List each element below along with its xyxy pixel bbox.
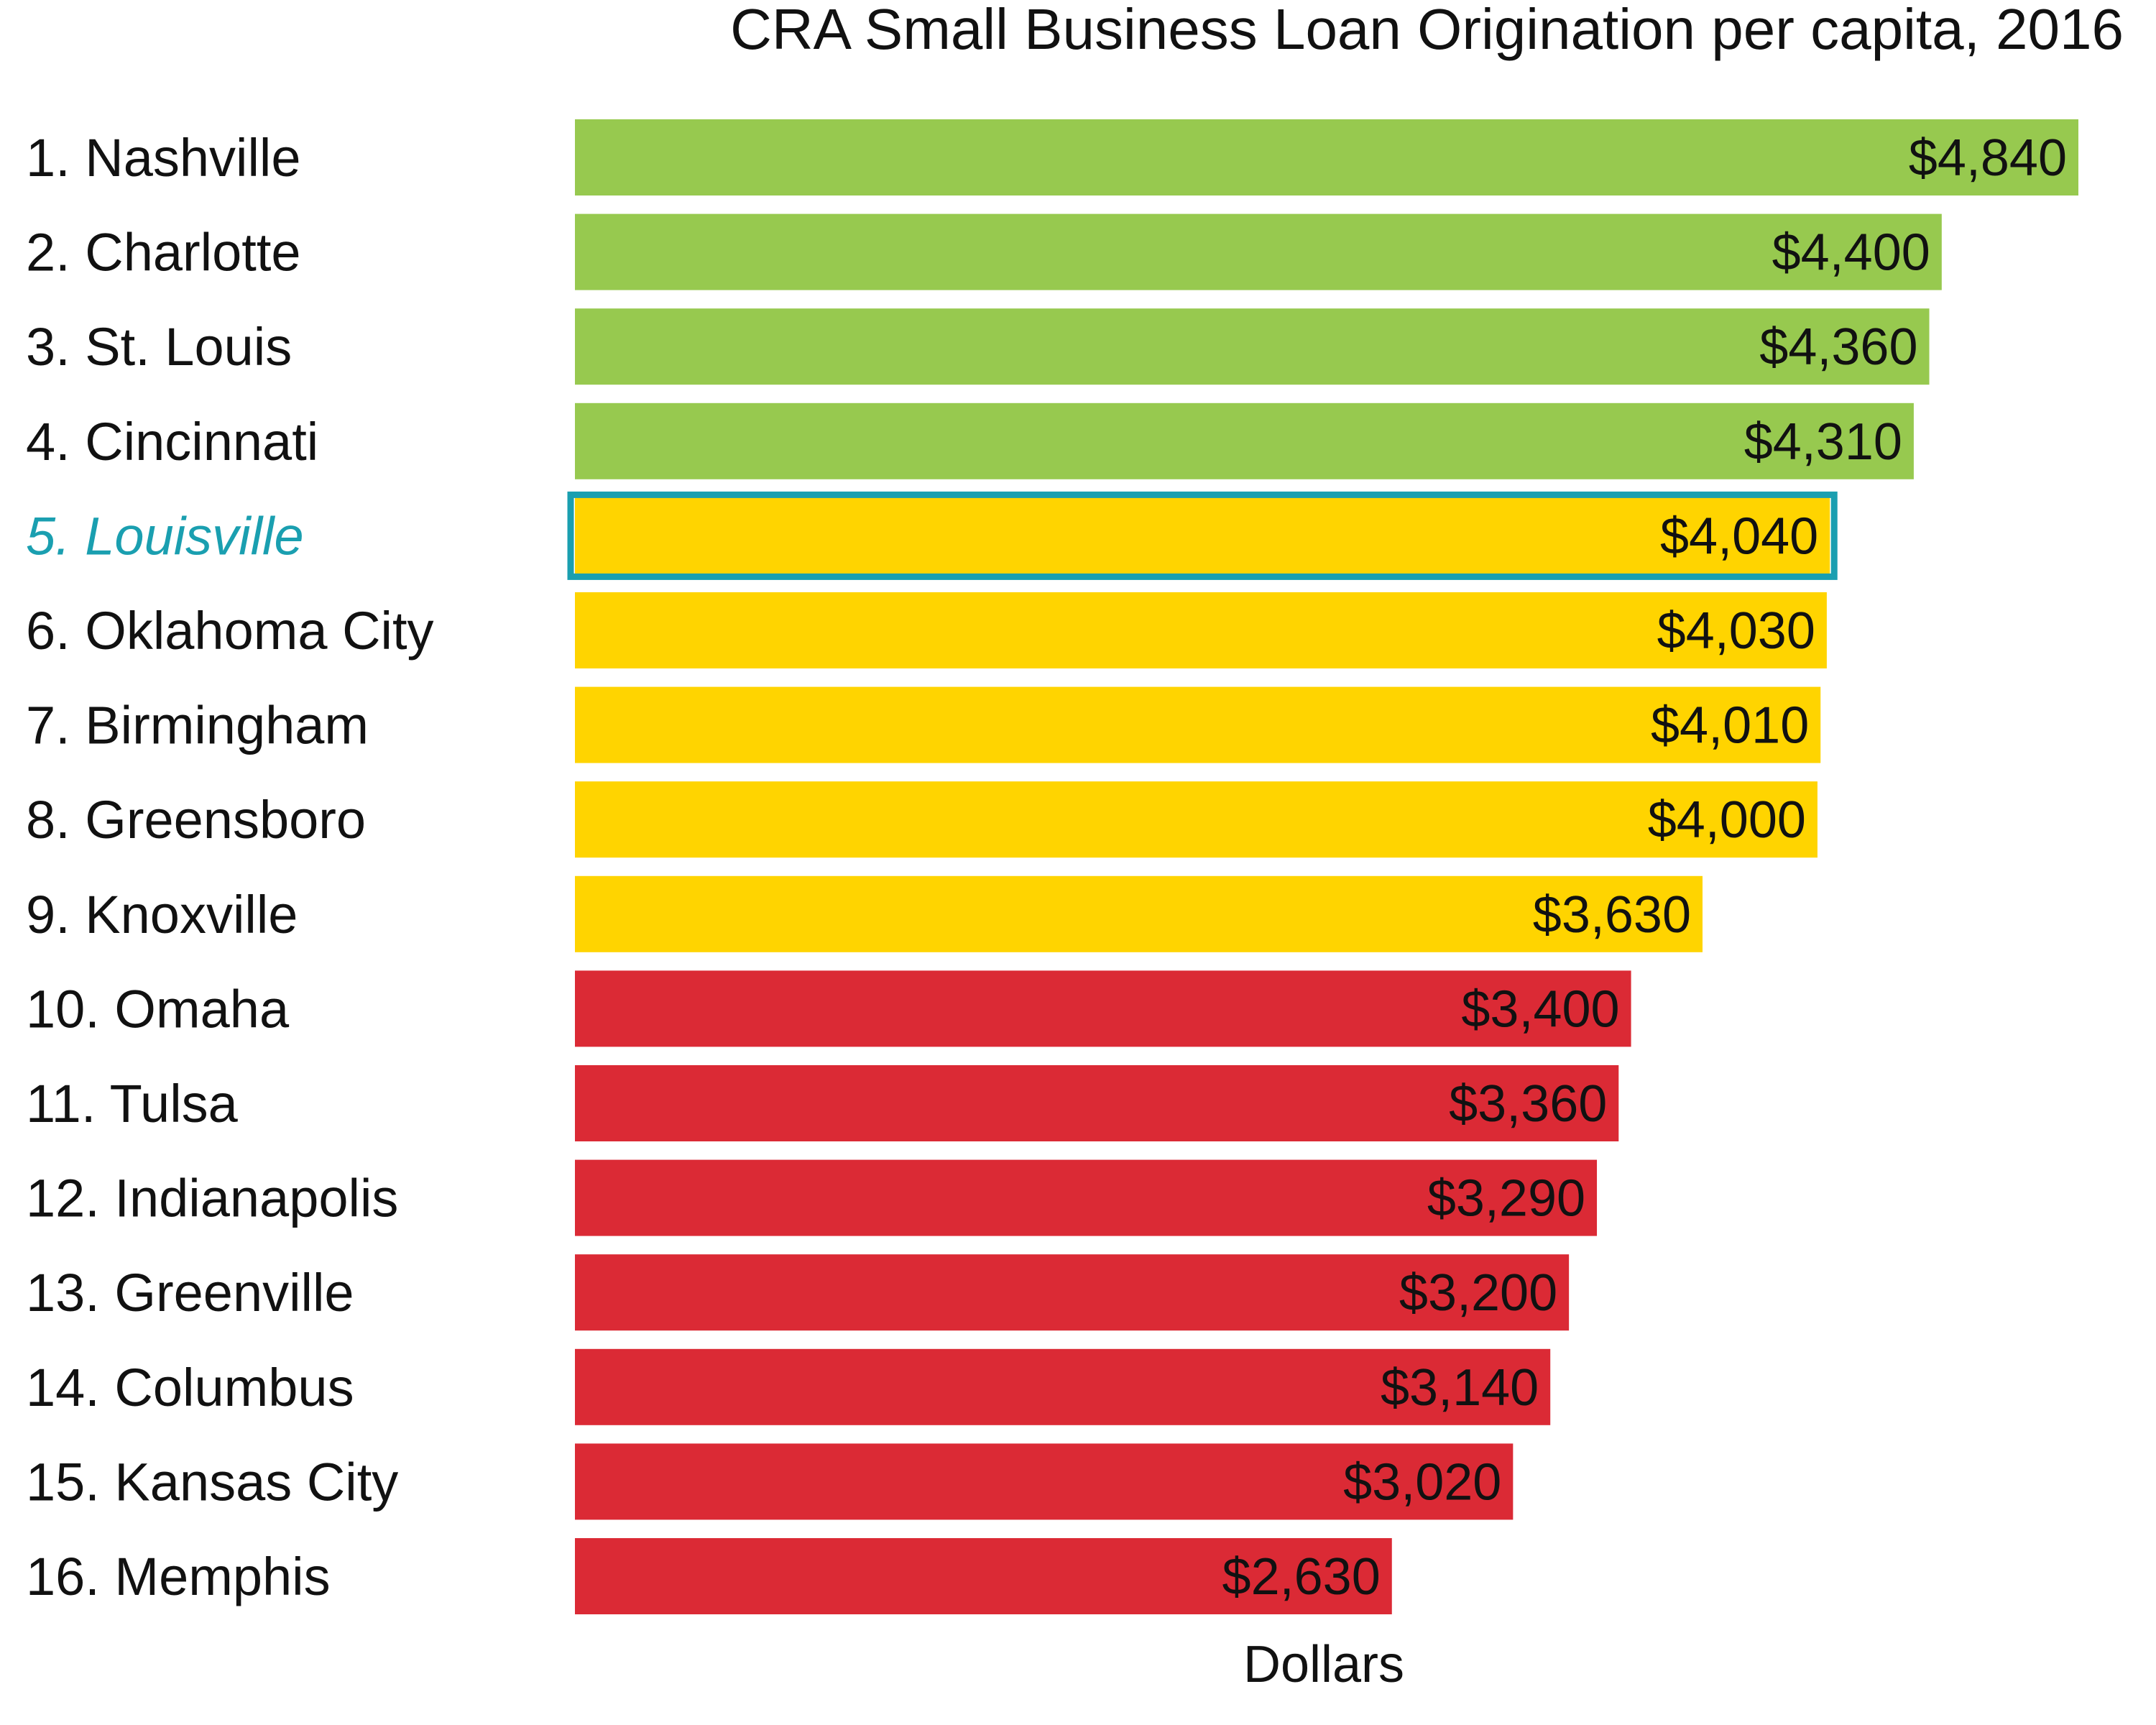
value-label: $3,020 <box>1343 1453 1501 1511</box>
value-label: $2,630 <box>1222 1548 1381 1606</box>
bars-group: 1. Nashville $4,840 2. Charlotte $4,400 3. S… <box>26 119 2078 1614</box>
bar-15 <box>575 1443 1514 1520</box>
bar-11 <box>575 1065 1619 1141</box>
bar-1 <box>575 119 2078 196</box>
bar-2 <box>575 213 1942 290</box>
bar-8 <box>575 781 1818 858</box>
value-label: $4,040 <box>1660 507 1818 565</box>
category-label: 1. Nashville <box>26 128 301 188</box>
value-label: $4,030 <box>1657 602 1815 660</box>
category-label: 12. Indianapolis <box>26 1169 398 1228</box>
value-label: $3,200 <box>1399 1264 1557 1322</box>
bar-12 <box>575 1159 1598 1236</box>
category-label: 6. Oklahoma City <box>26 601 434 661</box>
value-label: $3,400 <box>1461 980 1619 1038</box>
category-label: 9. Knoxville <box>26 885 298 944</box>
category-label: 11. Tulsa <box>26 1074 239 1133</box>
value-label: $4,000 <box>1648 791 1806 849</box>
value-label: $3,360 <box>1449 1075 1607 1133</box>
value-label: $4,010 <box>1651 697 1809 755</box>
category-label: 13. Greenville <box>26 1263 354 1322</box>
value-label: $4,840 <box>1909 129 2067 187</box>
category-label: 14. Columbus <box>26 1358 354 1417</box>
value-label: $3,630 <box>1533 886 1691 944</box>
bar-16 <box>575 1538 1392 1614</box>
value-label: $3,290 <box>1427 1170 1585 1228</box>
bar-13 <box>575 1254 1570 1331</box>
bar-14 <box>575 1348 1551 1425</box>
category-label: 4. Cincinnati <box>26 412 318 472</box>
category-label: 10. Omaha <box>26 979 290 1039</box>
highlight-outline <box>567 491 1838 580</box>
category-label: 16. Memphis <box>26 1547 331 1606</box>
value-label: $3,140 <box>1381 1359 1539 1417</box>
category-label: 15. Kansas City <box>26 1452 398 1512</box>
category-label: 5. Louisville <box>26 506 304 566</box>
category-label: 7. Birmingham <box>26 696 369 755</box>
bar-3 <box>575 308 1930 385</box>
x-axis-label: Dollars <box>1243 1636 1404 1693</box>
category-label: 8. Greensboro <box>26 790 366 850</box>
bar-4 <box>575 402 1914 479</box>
bar-9 <box>575 875 1703 952</box>
category-label: 3. St. Louis <box>26 317 292 377</box>
category-label: 2. Charlotte <box>26 223 301 282</box>
bar-6 <box>575 592 1827 668</box>
bar-7 <box>575 686 1821 763</box>
bar-10 <box>575 970 1631 1047</box>
chart-title: CRA Small Business Loan Origination per … <box>730 0 2124 61</box>
value-label: $4,310 <box>1744 413 1902 471</box>
value-label: $4,400 <box>1772 224 1930 282</box>
bar-5 <box>575 497 1830 574</box>
value-label: $4,360 <box>1759 318 1917 376</box>
